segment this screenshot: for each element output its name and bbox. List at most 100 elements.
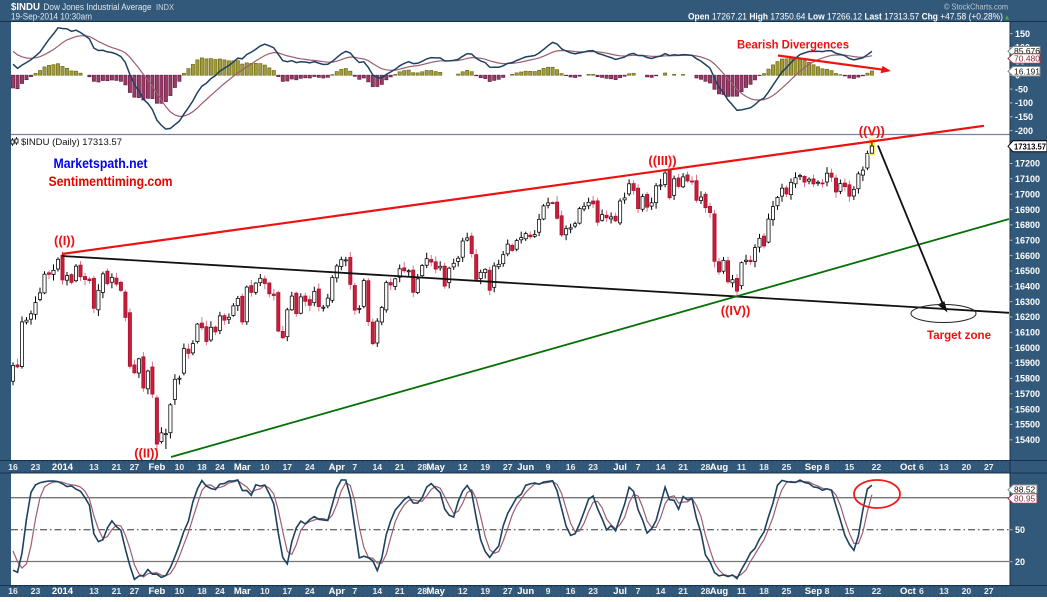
svg-text:19-Sep-2014 10:30am: 19-Sep-2014 10:30am (11, 12, 92, 22)
svg-text:18: 18 (197, 586, 207, 596)
svg-text:19: 19 (480, 586, 490, 596)
svg-text:Feb: Feb (148, 586, 165, 597)
svg-text:6: 6 (919, 462, 924, 472)
svg-text:24: 24 (215, 586, 225, 596)
svg-text:-200: -200 (1015, 126, 1033, 136)
svg-text:((I)): ((I)) (54, 233, 75, 248)
svg-text:15600: 15600 (1015, 404, 1040, 414)
svg-text:27: 27 (984, 462, 994, 472)
svg-text:16200: 16200 (1015, 312, 1040, 322)
svg-text:18: 18 (759, 586, 769, 596)
svg-text:16900: 16900 (1015, 205, 1040, 215)
svg-text:Jul: Jul (613, 586, 627, 597)
svg-text:14: 14 (372, 586, 382, 596)
svg-text:20: 20 (962, 586, 972, 596)
svg-text:15: 15 (845, 586, 855, 596)
svg-text:Apr: Apr (329, 586, 346, 597)
svg-text:23: 23 (588, 462, 598, 472)
svg-text:21: 21 (395, 586, 405, 596)
svg-text:19: 19 (480, 462, 490, 472)
svg-text:Sep: Sep (805, 462, 823, 473)
svg-text:Apr: Apr (329, 462, 346, 473)
svg-text:16100: 16100 (1015, 328, 1040, 338)
svg-text:-50: -50 (1015, 84, 1028, 94)
svg-text:15700: 15700 (1015, 389, 1040, 399)
svg-text:Bearish Divergences: Bearish Divergences (737, 38, 849, 52)
svg-text:27: 27 (503, 462, 513, 472)
svg-text:24: 24 (305, 462, 315, 472)
svg-text:25: 25 (782, 586, 792, 596)
svg-text:Target zone: Target zone (927, 328, 991, 342)
svg-text:27: 27 (984, 586, 994, 596)
svg-text:18: 18 (759, 462, 769, 472)
svg-text:16500: 16500 (1015, 266, 1040, 276)
svg-text:Sep: Sep (805, 586, 823, 597)
svg-text:16.191: 16.191 (1014, 66, 1040, 76)
svg-text:May: May (426, 586, 445, 597)
svg-text:7: 7 (352, 586, 357, 596)
svg-text:9: 9 (546, 586, 551, 596)
svg-text:7: 7 (352, 462, 357, 472)
svg-text:27: 27 (503, 586, 513, 596)
svg-text:-150: -150 (1015, 112, 1033, 122)
svg-text:18: 18 (197, 462, 207, 472)
svg-text:25: 25 (782, 462, 792, 472)
svg-text:Aug: Aug (710, 462, 729, 473)
svg-text:8: 8 (825, 586, 830, 596)
svg-text:13: 13 (939, 586, 949, 596)
svg-text:14: 14 (372, 462, 382, 472)
svg-text:16400: 16400 (1015, 282, 1040, 292)
svg-text:23: 23 (31, 462, 41, 472)
svg-text:70.480: 70.480 (1014, 54, 1040, 64)
svg-text:Jul: Jul (613, 462, 627, 473)
svg-text:20: 20 (962, 462, 972, 472)
svg-text:27: 27 (130, 586, 140, 596)
svg-text:Open 17267.21 High 17350.64 Lo: Open 17267.21 High 17350.64 Low 17266.12… (688, 12, 1003, 22)
svg-text:16: 16 (566, 586, 576, 596)
svg-text:15: 15 (845, 462, 855, 472)
svg-text:23: 23 (588, 586, 598, 596)
svg-text:2014: 2014 (52, 462, 74, 473)
svg-text:150: 150 (1015, 29, 1030, 39)
svg-text:16300: 16300 (1015, 297, 1040, 307)
svg-text:2014: 2014 (52, 586, 74, 597)
svg-text:15400: 15400 (1015, 435, 1040, 445)
svg-text:6: 6 (919, 586, 924, 596)
svg-text:-100: -100 (1015, 98, 1033, 108)
svg-text:Mar: Mar (234, 586, 251, 597)
svg-text:20: 20 (1015, 557, 1025, 567)
svg-text:24: 24 (215, 462, 225, 472)
svg-text:21: 21 (112, 586, 122, 596)
svg-text:17313.57: 17313.57 (1014, 141, 1046, 151)
svg-text:17: 17 (282, 586, 292, 596)
svg-text:10: 10 (175, 586, 185, 596)
svg-text:16: 16 (8, 462, 18, 472)
svg-text:Aug: Aug (710, 586, 729, 597)
svg-text:21: 21 (678, 586, 688, 596)
svg-text:Oct: Oct (900, 586, 917, 597)
svg-text:14: 14 (656, 462, 666, 472)
svg-text:Oct: Oct (900, 462, 917, 473)
svg-text:9: 9 (546, 462, 551, 472)
svg-text:Marketspath.net: Marketspath.net (54, 156, 148, 171)
svg-text:12: 12 (458, 462, 468, 472)
svg-text:INDX: INDX (156, 3, 175, 12)
svg-text:10: 10 (260, 462, 270, 472)
svg-text:11: 11 (737, 586, 746, 596)
svg-text:12: 12 (458, 586, 468, 596)
svg-text:((IV)): ((IV)) (721, 303, 751, 318)
svg-text:10: 10 (260, 586, 270, 596)
svg-text:15500: 15500 (1015, 420, 1040, 430)
svg-text:10: 10 (175, 462, 185, 472)
svg-text:80.95: 80.95 (1014, 494, 1036, 504)
svg-text:Dow Jones Industrial Average: Dow Jones Industrial Average (44, 2, 152, 12)
svg-text:21: 21 (395, 462, 405, 472)
svg-text:((III)): ((III)) (648, 153, 676, 168)
svg-text:13: 13 (939, 462, 949, 472)
svg-text:((V)): ((V)) (859, 124, 885, 139)
svg-text:17000: 17000 (1015, 189, 1040, 199)
svg-text:7: 7 (636, 462, 641, 472)
svg-text:14: 14 (656, 586, 666, 596)
svg-text:Mar: Mar (234, 462, 251, 473)
svg-text:15900: 15900 (1015, 358, 1040, 368)
